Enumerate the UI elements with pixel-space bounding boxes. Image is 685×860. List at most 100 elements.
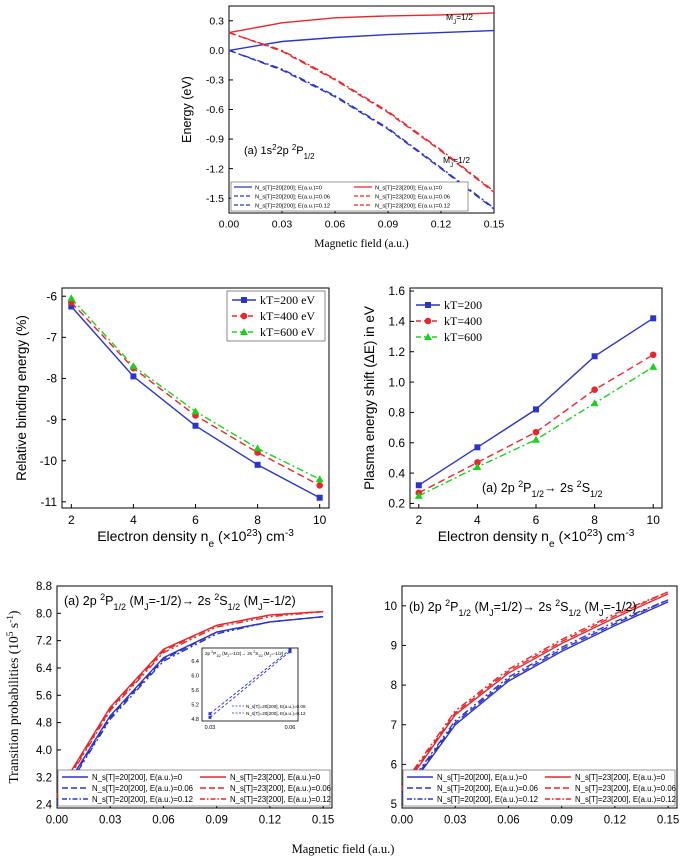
legend-entry: N_s[T]=20[200], E(a.u.)=0.06	[437, 784, 538, 793]
chart-D: 0.00 0.03 0.06 0.09 0.12 0.15 2.4 3.2 4.0 4.8 5.6 6…	[6, 581, 334, 826]
series-line	[56, 610, 324, 797]
legend-entry: kT=200 eV	[260, 293, 315, 307]
data-point-marker	[315, 475, 324, 483]
x-tick-label: 0.06	[152, 815, 174, 827]
x-tick-label: 2	[415, 513, 422, 527]
data-point-marker	[649, 362, 658, 370]
data-point-marker	[532, 428, 540, 436]
series-line	[56, 610, 324, 799]
x-tick-label: 8	[591, 513, 598, 527]
x-tick-label: 10	[647, 513, 661, 527]
series-line	[56, 616, 324, 805]
y-axis-label: Plasma energy shift (ΔE) in eV	[362, 306, 377, 490]
legend-entry: N_s[T]=20[200], E(a.u.)=0.12	[92, 795, 193, 804]
inset-data-point	[288, 648, 292, 652]
legend-entry: N_s[T]=23[200], E(a.u.)=0.12	[230, 795, 331, 804]
series-line	[418, 366, 654, 497]
x-tick-label: 0.06	[497, 815, 519, 827]
y-tick-label: 8.8	[36, 581, 52, 593]
series-line	[228, 49, 495, 209]
chart-A: 0.00 0.03 0.06 0.09 0.12 0.15 0.3 0.0 -0.3 -0.6 -0…	[180, 5, 504, 250]
plot-frame	[401, 585, 678, 809]
data-point-marker	[532, 435, 540, 443]
data-point-marker	[240, 312, 248, 320]
data-point-marker	[253, 444, 262, 452]
series-line	[418, 354, 654, 494]
y-tick-label: -0.6	[206, 104, 224, 116]
data-point-marker	[649, 351, 657, 359]
y-tick-label: 4.0	[36, 745, 52, 757]
x-tick-label: 0.03	[99, 815, 121, 827]
legend-entry: N_s[T]=20[200]; E(a.u.)=0	[255, 186, 322, 192]
inset-x-tick-label: 0.06	[285, 725, 296, 731]
y-tick-label: 1.4	[388, 315, 405, 329]
y-tick-label: -7	[46, 331, 57, 345]
x-tick-label: 0.00	[391, 815, 413, 827]
legend-entry: kT=600	[444, 330, 482, 344]
legend-entry: N_s[T]=20[200], E(a.u.)=0	[437, 773, 528, 782]
y-tick-label: -0.3	[206, 75, 224, 87]
inset-series-line	[209, 649, 291, 715]
y-tick-label: 0.0	[209, 45, 224, 57]
inset-data-point	[288, 650, 292, 654]
legend-entry: N_s[T]=23[200], E(a.u.)=0.06	[230, 784, 331, 793]
x-tick-label: 0.09	[550, 815, 572, 827]
legend-box	[402, 769, 676, 807]
mj-label-top: MJ=1/2	[446, 12, 473, 26]
x-tick-label: 4	[474, 513, 481, 527]
data-point-marker	[129, 362, 138, 370]
legend-entry: N_s[T]=20[200], E(a.u.)=0	[92, 773, 183, 782]
inset-title: 2p 2P1/2 (MJ=-1/2)→ 2s 2S1/2 (MJ=-1/2)	[205, 650, 284, 658]
legend-entry: N_s[T]=23[200], E(a.u.)=0.06	[575, 784, 676, 793]
y-axis-label: Relative binding energy (%)	[14, 315, 29, 481]
series-line	[228, 31, 495, 192]
inset-y-tick-label: 6.0	[191, 673, 199, 679]
y-tick-label: 10	[384, 601, 397, 613]
x-tick-label: 0.12	[431, 219, 452, 231]
x-tick-label: 2	[68, 513, 75, 527]
data-point-marker	[68, 303, 75, 310]
shared-x-axis-label: Magnetic field (a.u.)	[292, 842, 395, 856]
y-tick-label: 3.2	[36, 772, 52, 784]
y-tick-label: 2.4	[36, 800, 53, 812]
data-point-marker	[474, 444, 481, 451]
data-point-marker	[474, 459, 481, 466]
data-point-marker	[241, 297, 247, 303]
y-tick-label: 5.6	[36, 690, 52, 702]
inset-y-tick-label: 5.6	[191, 688, 199, 694]
y-tick-label: 1.6	[388, 284, 405, 298]
legend-entry: N_s[T]=23[200], E(a.u.)=0	[575, 773, 666, 782]
legend-entry: N_s[T]=23[200]; E(a.u.)=0	[375, 186, 442, 192]
data-point-marker	[591, 353, 598, 360]
inset-x-tick-label: 0.03	[205, 725, 216, 731]
inset-data-point	[208, 715, 212, 719]
x-tick-label: 0.00	[46, 815, 68, 827]
x-tick-label: 6	[533, 513, 540, 527]
inset-chart: 0.03 0.06 4.8 5.2 5.6 6.0 6.4 2p 2P1/2 (MJ=-1/2…	[191, 647, 306, 731]
data-point-marker	[473, 463, 482, 471]
legend: kT=200 eV kT=400 eV kT=600 eV	[226, 290, 326, 342]
panel-annotation: (a) 2p 2P1/2→ 2s 2S1/2	[482, 479, 603, 499]
legend-entry: N_s[T]=20[200]; E(a.u.)=0.06	[255, 195, 330, 201]
y-tick-label: 0.3	[209, 15, 224, 27]
legend-entry: N_s[T]=23[200], E(a.u.)=0	[230, 773, 321, 782]
y-tick-label: 7.2	[36, 636, 52, 648]
legend-box	[230, 181, 469, 212]
inset-series-line	[209, 651, 291, 718]
legend-entry: N_s[T]=20[200]; E(a.u.)=0.12	[255, 204, 330, 210]
legend-entry: N_s[T]=20[200], E(a.u.)=0.12	[437, 795, 538, 804]
legend-entry: N_s[T]=23[200], E(a.u.)=0.12	[575, 795, 676, 804]
y-tick-label: 6	[391, 759, 397, 771]
x-tick-label: 0.15	[312, 815, 334, 827]
panel-annotation: (b) 2p 2P1/2 (MJ=1/2)→ 2s 2S1/2 (MJ=-1/2…	[409, 598, 637, 618]
legend-box	[57, 769, 331, 807]
plot-frame	[56, 585, 333, 809]
y-tick-label: 0.2	[388, 497, 405, 511]
y-tick-label: 0.6	[388, 436, 405, 450]
data-point-marker	[590, 399, 599, 407]
y-tick-label: 8	[391, 680, 397, 692]
series-line	[228, 31, 495, 193]
y-tick-label: -0.9	[206, 134, 224, 146]
series-line	[401, 601, 669, 799]
